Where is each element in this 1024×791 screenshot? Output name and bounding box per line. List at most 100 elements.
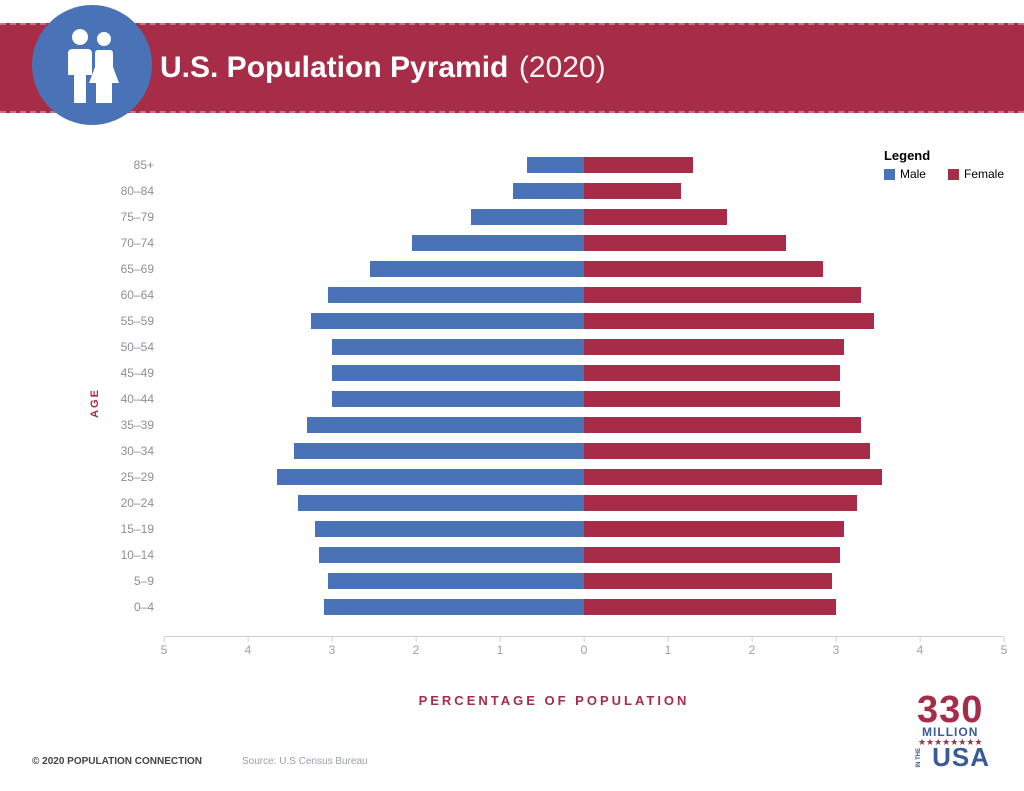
age-label: 85+ xyxy=(134,158,154,172)
female-bar xyxy=(584,365,840,381)
male-bar xyxy=(332,339,584,355)
x-tick: 2 xyxy=(749,643,756,657)
male-bar xyxy=(294,443,584,459)
age-label: 40–44 xyxy=(121,392,154,406)
pyramid-row: 30–34 xyxy=(164,438,1004,464)
age-label: 35–39 xyxy=(121,418,154,432)
logo-million: MILLION xyxy=(910,727,990,738)
pyramid-row: 20–24 xyxy=(164,490,1004,516)
population-pyramid-chart: AGE Legend MaleFemale 85+80–8475–7970–74… xyxy=(104,148,1004,658)
logo-330-million-usa: 330 MILLION ★★★★★★★★ IN THE USA xyxy=(910,693,990,769)
age-label: 65–69 xyxy=(121,262,154,276)
pyramid-row: 45–49 xyxy=(164,360,1004,386)
pyramid-row: 85+ xyxy=(164,152,1004,178)
x-tick: 5 xyxy=(1001,643,1008,657)
age-label: 30–34 xyxy=(121,444,154,458)
age-label: 25–29 xyxy=(121,470,154,484)
pyramid-row: 10–14 xyxy=(164,542,1004,568)
female-bar xyxy=(584,339,844,355)
y-axis-title: AGE xyxy=(89,388,101,418)
x-axis-title: PERCENTAGE OF POPULATION xyxy=(419,693,690,708)
pyramid-row: 15–19 xyxy=(164,516,1004,542)
x-tick: 3 xyxy=(833,643,840,657)
male-bar xyxy=(471,209,584,225)
male-bar xyxy=(315,521,584,537)
female-bar xyxy=(584,261,823,277)
age-label: 0–4 xyxy=(134,600,154,614)
age-label: 15–19 xyxy=(121,522,154,536)
female-bar xyxy=(584,391,840,407)
female-bar xyxy=(584,443,870,459)
male-bar xyxy=(527,157,584,173)
male-bar xyxy=(277,469,584,485)
male-bar xyxy=(328,287,584,303)
male-bar xyxy=(324,599,584,615)
copyright-text: © 2020 POPULATION CONNECTION xyxy=(32,756,202,767)
logo-number: 330 xyxy=(910,693,990,727)
female-bar xyxy=(584,573,832,589)
x-tick: 4 xyxy=(245,643,252,657)
male-bar xyxy=(412,235,584,251)
age-label: 55–59 xyxy=(121,314,154,328)
male-bar xyxy=(332,391,584,407)
pyramid-row: 75–79 xyxy=(164,204,1004,230)
age-label: 80–84 xyxy=(121,184,154,198)
female-bar xyxy=(584,599,836,615)
pyramid-row: 60–64 xyxy=(164,282,1004,308)
pyramid-row: 50–54 xyxy=(164,334,1004,360)
female-bar xyxy=(584,495,857,511)
pyramid-row: 40–44 xyxy=(164,386,1004,412)
pyramid-row: 80–84 xyxy=(164,178,1004,204)
pyramid-rows: 85+80–8475–7970–7465–6960–6455–5950–5445… xyxy=(164,152,1004,620)
age-label: 45–49 xyxy=(121,366,154,380)
female-bar xyxy=(584,235,786,251)
x-tick: 1 xyxy=(665,643,672,657)
age-label: 20–24 xyxy=(121,496,154,510)
pyramid-row: 0–4 xyxy=(164,594,1004,620)
female-bar xyxy=(584,469,882,485)
male-bar xyxy=(311,313,584,329)
age-label: 70–74 xyxy=(121,236,154,250)
page-year: (2020) xyxy=(519,51,606,84)
male-bar xyxy=(307,417,584,433)
footer: © 2020 POPULATION CONNECTION Source: U.S… xyxy=(32,756,368,767)
header-band: U.S. Population Pyramid (2020) xyxy=(0,23,1024,113)
male-bar xyxy=(319,547,584,563)
female-bar xyxy=(584,183,681,199)
age-label: 75–79 xyxy=(121,210,154,224)
pyramid-row: 55–59 xyxy=(164,308,1004,334)
x-tick: 1 xyxy=(497,643,504,657)
female-bar xyxy=(584,521,844,537)
age-label: 50–54 xyxy=(121,340,154,354)
source-text: Source: U.S Census Bureau xyxy=(242,756,368,767)
pyramid-row: 70–74 xyxy=(164,230,1004,256)
female-bar xyxy=(584,547,840,563)
x-tick: 3 xyxy=(329,643,336,657)
male-bar xyxy=(513,183,584,199)
age-label: 5–9 xyxy=(134,574,154,588)
pyramid-row: 65–69 xyxy=(164,256,1004,282)
x-tick: 2 xyxy=(413,643,420,657)
pyramid-row: 35–39 xyxy=(164,412,1004,438)
pyramid-row: 5–9 xyxy=(164,568,1004,594)
female-bar xyxy=(584,313,874,329)
male-bar xyxy=(370,261,584,277)
header-text: U.S. Population Pyramid (2020) xyxy=(160,51,606,85)
male-bar xyxy=(298,495,584,511)
logo-the: IN THE xyxy=(918,747,923,767)
female-bar xyxy=(584,417,861,433)
pyramid-row: 25–29 xyxy=(164,464,1004,490)
x-axis-ticks: 54321012345 xyxy=(164,636,1004,660)
age-label: 10–14 xyxy=(121,548,154,562)
logo-usa: USA xyxy=(932,746,990,769)
page-title: U.S. Population Pyramid xyxy=(160,51,508,84)
age-label: 60–64 xyxy=(121,288,154,302)
x-tick: 0 xyxy=(581,643,588,657)
female-bar xyxy=(584,287,861,303)
male-bar xyxy=(332,365,584,381)
x-tick: 4 xyxy=(917,643,924,657)
male-bar xyxy=(328,573,584,589)
people-icon xyxy=(32,5,152,125)
x-tick: 5 xyxy=(161,643,168,657)
female-bar xyxy=(584,209,727,225)
